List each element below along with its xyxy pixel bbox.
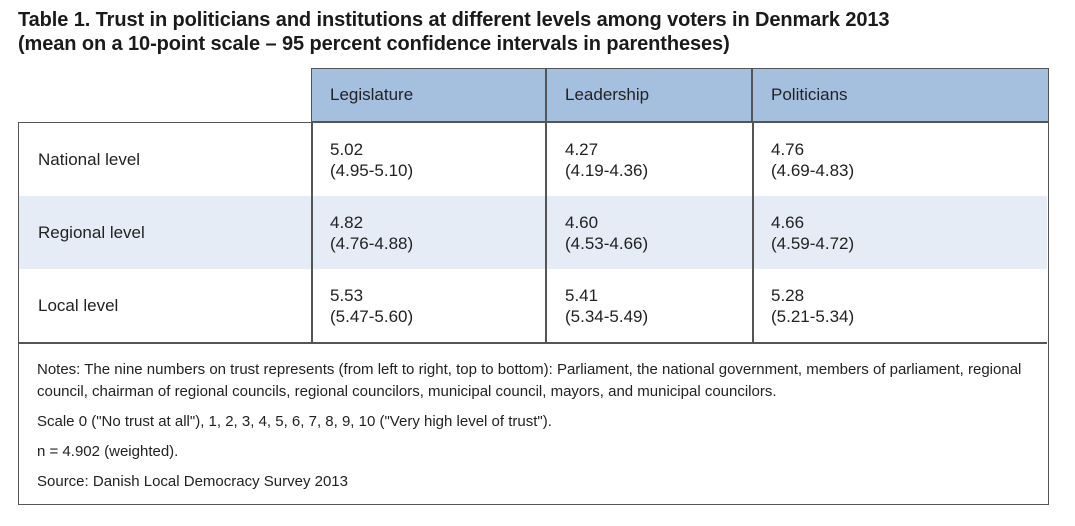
cell-ci: (5.47-5.60) bbox=[330, 307, 414, 326]
cell-ci: (4.69-4.83) bbox=[771, 161, 855, 180]
cell-ci: (5.34-5.49) bbox=[565, 307, 649, 326]
cell-mean: 4.76 bbox=[771, 140, 805, 159]
column-divider bbox=[545, 123, 547, 342]
cell-national-leadership: 4.27 (4.19-4.36) bbox=[565, 139, 648, 181]
notes-divider bbox=[19, 342, 1047, 344]
cell-ci: (4.53-4.66) bbox=[565, 234, 649, 253]
cell-mean: 4.60 bbox=[565, 213, 599, 232]
cell-regional-leadership: 4.60 (4.53-4.66) bbox=[565, 212, 648, 254]
header-divider bbox=[751, 69, 753, 121]
table-body: National level 5.02 (4.95-5.10) 4.27 (4.… bbox=[18, 122, 1049, 505]
trust-table: Legislature Leadership Politicians Natio… bbox=[18, 68, 1049, 505]
table-row-local: Local level 5.53 (5.47-5.60) 5.41 (5.34-… bbox=[19, 269, 1047, 342]
cell-ci: (4.95-5.10) bbox=[330, 161, 414, 180]
table-row-regional: Regional level 4.82 (4.76-4.88) 4.60 (4.… bbox=[19, 196, 1047, 269]
cell-mean: 5.02 bbox=[330, 140, 364, 159]
column-divider bbox=[311, 123, 313, 342]
notes-text: Notes: The nine numbers on trust represe… bbox=[37, 361, 1022, 400]
table-title: Table 1. Trust in politicians and instit… bbox=[18, 8, 890, 56]
column-header-politicians: Politicians bbox=[771, 85, 848, 104]
cell-ci: (4.76-4.88) bbox=[330, 234, 414, 253]
cell-local-leadership: 5.41 (5.34-5.49) bbox=[565, 285, 648, 327]
cell-ci: (5.21-5.34) bbox=[771, 307, 855, 326]
row-label-local: Local level bbox=[38, 295, 119, 315]
sample-size-note: n = 4.902 (weighted). bbox=[37, 443, 179, 460]
row-label-national: National level bbox=[38, 149, 141, 169]
cell-mean: 4.27 bbox=[565, 140, 599, 159]
cell-local-politicians: 5.28 (5.21-5.34) bbox=[771, 285, 854, 327]
cell-mean: 4.82 bbox=[330, 213, 364, 232]
cell-regional-politicians: 4.66 (4.59-4.72) bbox=[771, 212, 854, 254]
table-row-national: National level 5.02 (4.95-5.10) 4.27 (4.… bbox=[19, 123, 1047, 196]
table-header-row: Legislature Leadership Politicians bbox=[311, 68, 1049, 122]
cell-mean: 4.66 bbox=[771, 213, 805, 232]
cell-mean: 5.28 bbox=[771, 286, 805, 305]
column-divider bbox=[752, 123, 754, 342]
source-note: Source: Danish Local Democracy Survey 20… bbox=[37, 473, 348, 490]
cell-regional-legislature: 4.82 (4.76-4.88) bbox=[330, 212, 413, 254]
column-header-legislature: Legislature bbox=[330, 85, 414, 104]
cell-local-legislature: 5.53 (5.47-5.60) bbox=[330, 285, 413, 327]
cell-mean: 5.53 bbox=[330, 286, 364, 305]
cell-ci: (4.59-4.72) bbox=[771, 234, 855, 253]
title-line-2: (mean on a 10-point scale – 95 percent c… bbox=[18, 33, 730, 55]
cell-national-legislature: 5.02 (4.95-5.10) bbox=[330, 139, 413, 181]
cell-ci: (4.19-4.36) bbox=[565, 161, 649, 180]
scale-note: Scale 0 ("No trust at all"), 1, 2, 3, 4,… bbox=[37, 413, 552, 430]
header-divider bbox=[545, 69, 547, 121]
table-notes: Notes: The nine numbers on trust represe… bbox=[37, 359, 1027, 501]
title-line-1: Table 1. Trust in politicians and instit… bbox=[18, 9, 890, 31]
column-header-leadership: Leadership bbox=[565, 85, 650, 104]
row-label-regional: Regional level bbox=[38, 222, 145, 242]
cell-mean: 5.41 bbox=[565, 286, 599, 305]
cell-national-politicians: 4.76 (4.69-4.83) bbox=[771, 139, 854, 181]
